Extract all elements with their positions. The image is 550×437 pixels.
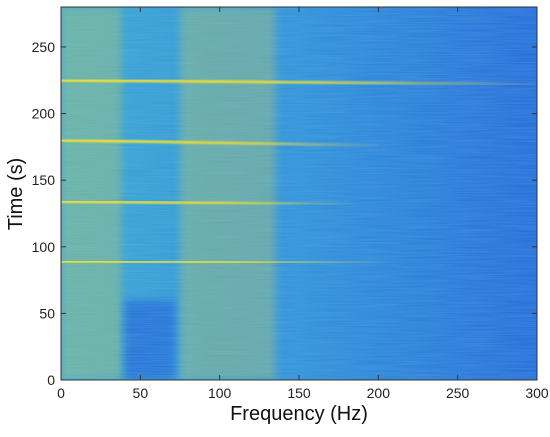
harmonic-line — [61, 199, 355, 206]
x-tick-label: 250 — [446, 385, 470, 401]
x-tick-label: 150 — [287, 385, 311, 401]
plot-area — [61, 7, 537, 380]
harmonic-lines — [61, 78, 537, 322]
y-tick-label: 0 — [47, 372, 55, 388]
y-axis-label: Time (s) — [5, 158, 27, 231]
harmonic-line — [61, 138, 379, 148]
x-tick-label: 300 — [525, 385, 549, 401]
y-tick-label: 200 — [32, 106, 56, 122]
x-tick-label: 200 — [367, 385, 391, 401]
y-axis-ticks: 0 50 100 150 200 250 — [32, 39, 537, 388]
x-tick-label: 100 — [208, 385, 232, 401]
harmonic-line — [61, 259, 387, 265]
x-tick-label: 0 — [57, 385, 65, 401]
y-tick-label: 100 — [32, 239, 56, 255]
y-tick-label: 250 — [32, 39, 56, 55]
x-axis-ticks: 0 50 100 150 200 250 300 — [57, 7, 549, 401]
x-axis-label: Frequency (Hz) — [230, 403, 368, 425]
y-tick-label: 50 — [39, 305, 55, 321]
x-tick-label: 50 — [133, 385, 149, 401]
noise-overlay — [61, 7, 537, 380]
harmonic-line — [61, 78, 537, 86]
y-tick-label: 150 — [32, 172, 56, 188]
